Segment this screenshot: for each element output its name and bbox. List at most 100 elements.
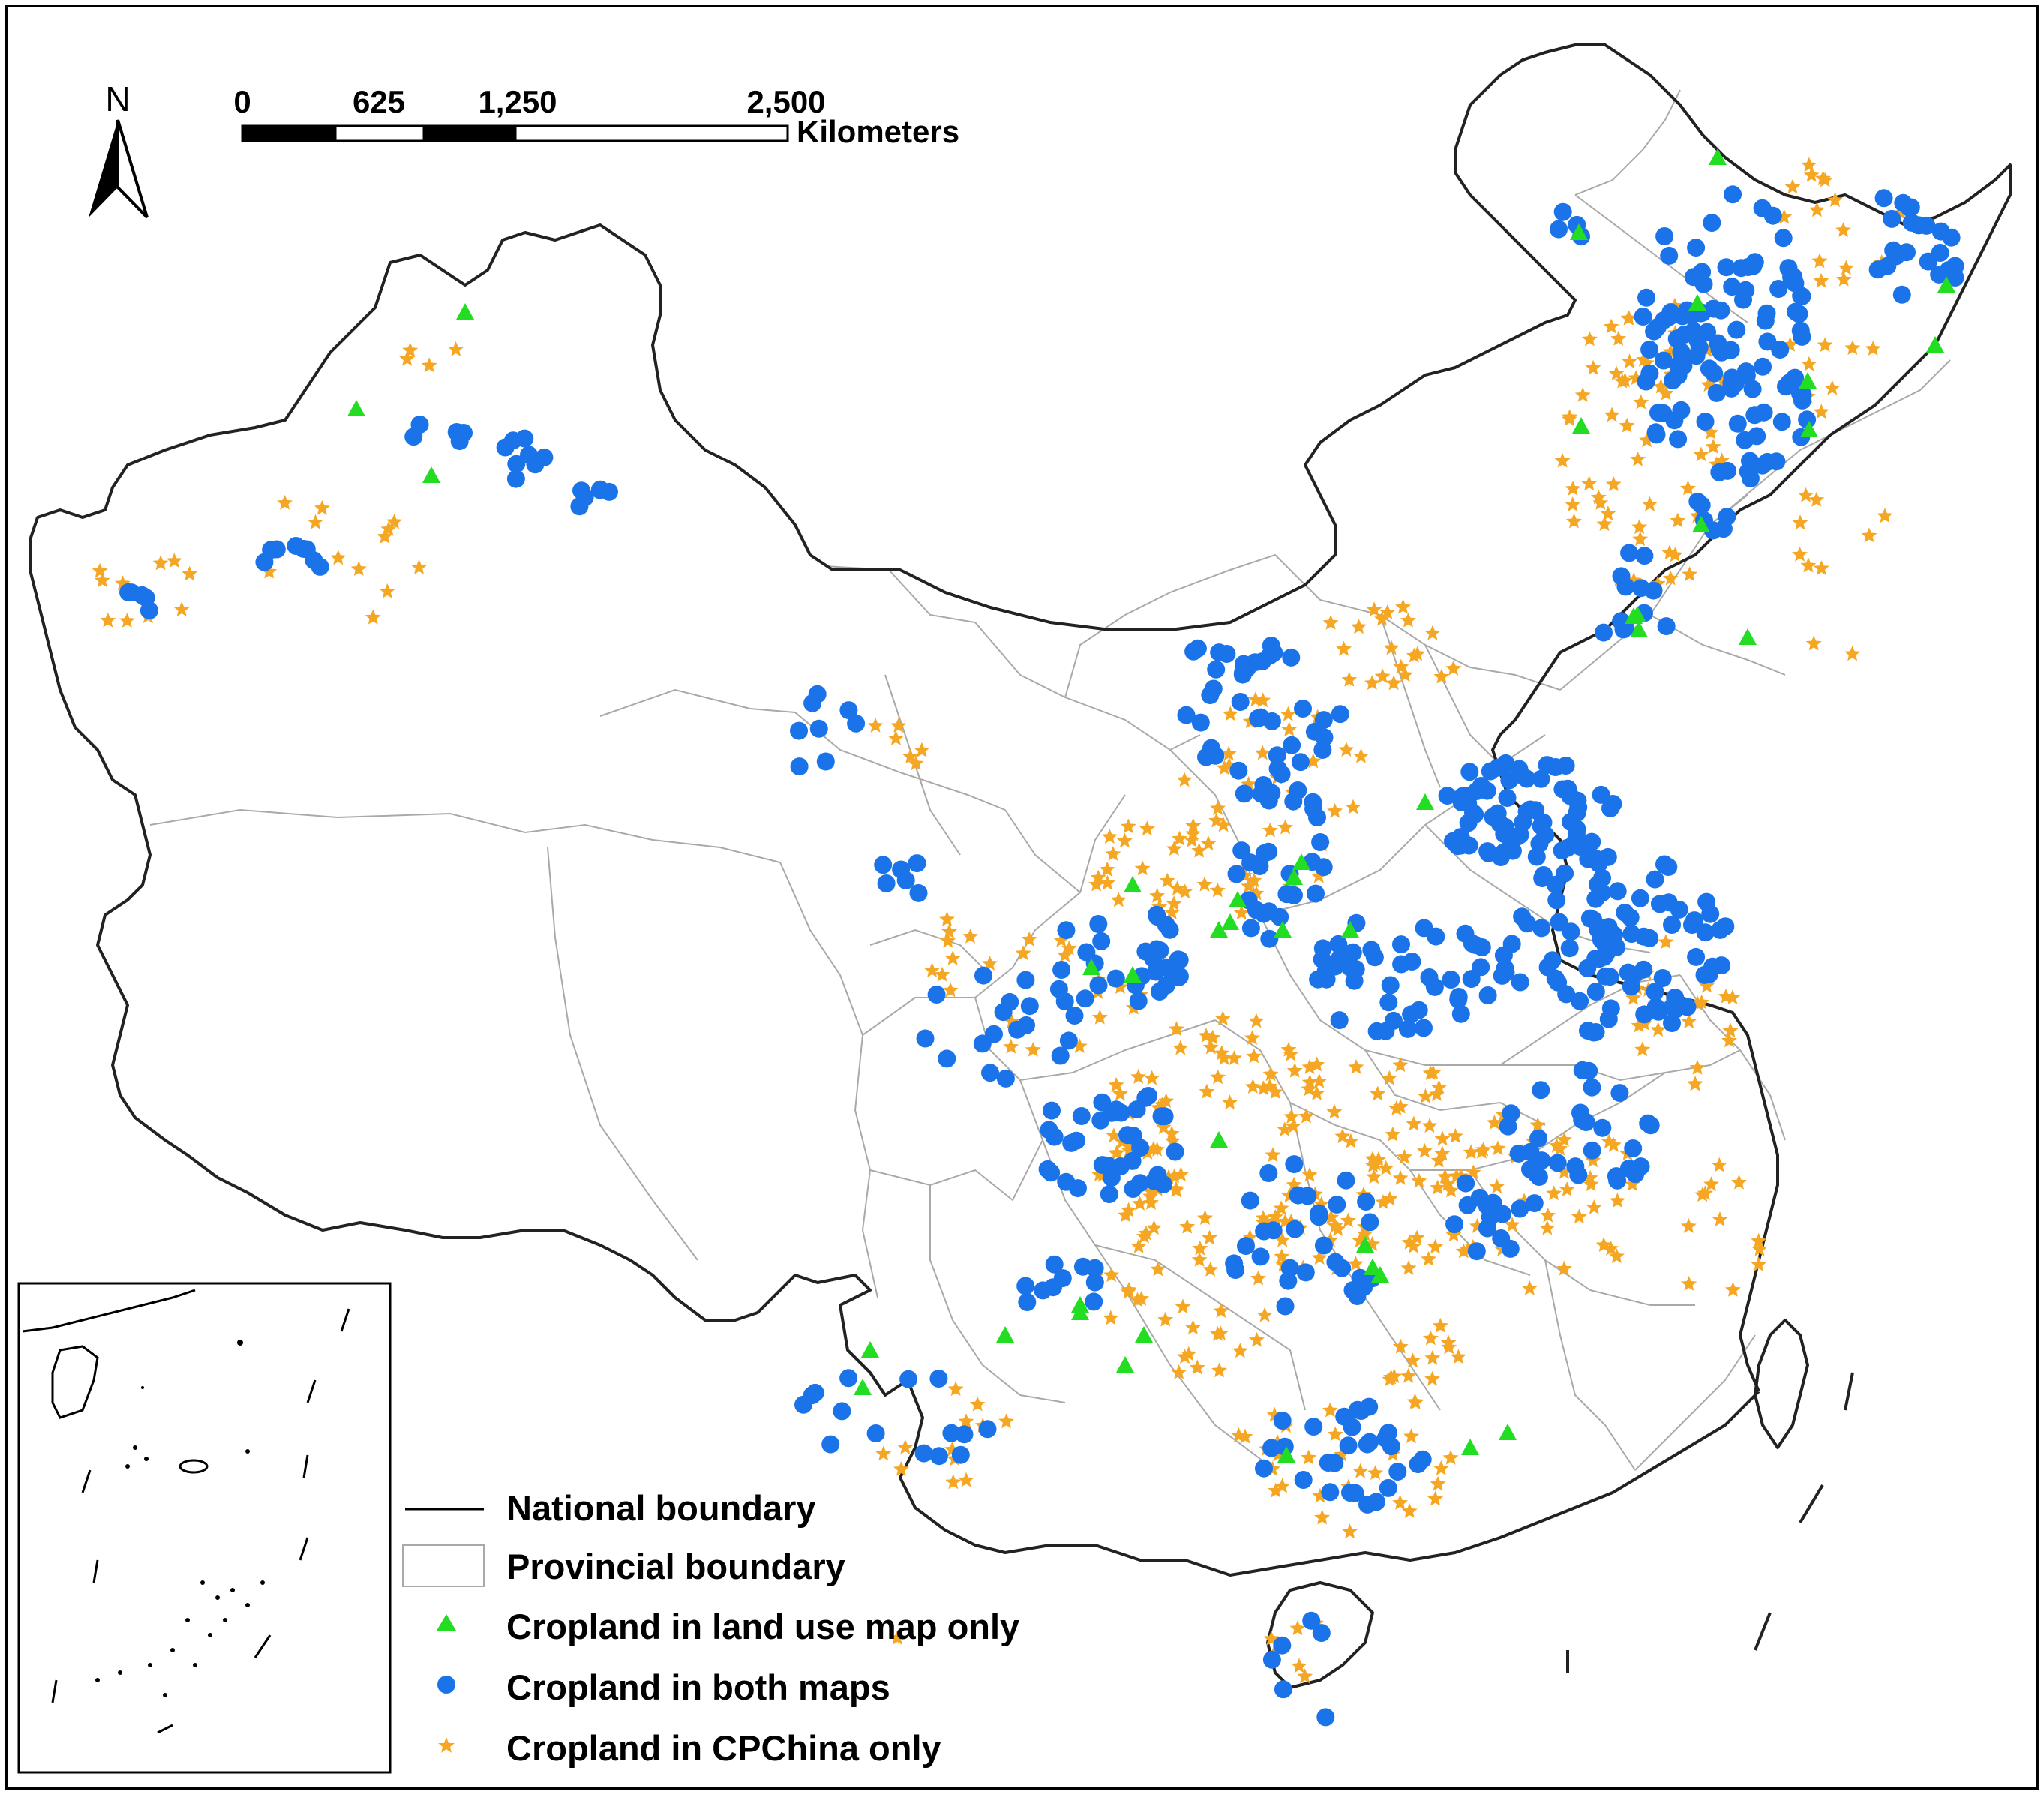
cpchina-only-point xyxy=(1248,1012,1265,1028)
cpchina-only-point xyxy=(1751,1232,1767,1248)
cpchina-only-point xyxy=(1130,1238,1147,1253)
cpchina-only-point xyxy=(1101,829,1118,844)
cpchina-only-point xyxy=(1241,878,1257,893)
cpchina-only-point xyxy=(1108,1076,1124,1092)
cpchina-only-point xyxy=(1343,1132,1359,1148)
cpchina-only-point xyxy=(1634,1041,1651,1057)
cpchina-only-point xyxy=(1191,1251,1208,1267)
both-maps-point xyxy=(1640,928,1659,947)
both-maps-point xyxy=(1779,259,1798,278)
both-maps-point xyxy=(1571,992,1589,1010)
cpchina-only-point xyxy=(1379,604,1396,620)
cpchina-only-point xyxy=(1099,874,1115,890)
both-maps-point xyxy=(929,1447,948,1466)
cpchina-only-point xyxy=(1256,1306,1273,1322)
both-maps-point xyxy=(1268,746,1286,765)
cpchina-only-point xyxy=(1565,481,1581,496)
cpchina-only-point xyxy=(402,342,419,358)
both-maps-point xyxy=(1596,967,1615,986)
cpchina-only-point xyxy=(1609,1192,1625,1208)
cpchina-only-point xyxy=(1540,1207,1556,1222)
cpchina-only-point xyxy=(1548,1137,1565,1153)
both-maps-point xyxy=(1062,1133,1081,1152)
cpchina-only-point xyxy=(1177,1348,1193,1364)
landuse-only-point xyxy=(854,1378,872,1395)
legend-both-symbol xyxy=(437,1676,455,1694)
both-maps-point xyxy=(892,860,911,879)
cpchina-only-point xyxy=(1401,1503,1418,1518)
cpchina-only-point xyxy=(1202,1039,1219,1054)
both-maps-point xyxy=(1556,864,1574,883)
cpchina-only-point xyxy=(1166,896,1182,911)
cpchina-only-point xyxy=(1216,1049,1232,1065)
cpchina-only-point xyxy=(1434,1130,1451,1146)
both-maps-point xyxy=(1123,1151,1142,1170)
cpchina-only-point xyxy=(411,560,427,574)
both-maps-point xyxy=(1478,986,1497,1004)
cpchina-only-point xyxy=(1798,487,1814,502)
both-maps-point xyxy=(1152,1107,1171,1126)
both-maps-point xyxy=(1330,1011,1349,1030)
both-maps-point xyxy=(1008,1020,1027,1039)
cpchina-only-point xyxy=(1211,1362,1228,1378)
both-maps-point xyxy=(1739,462,1757,481)
both-maps-point xyxy=(1883,209,1901,228)
both-maps-point xyxy=(1343,1418,1361,1436)
cpchina-only-point xyxy=(1057,946,1073,962)
both-maps-point xyxy=(1562,922,1580,941)
cpchina-only-point xyxy=(399,350,415,366)
cpchina-only-point xyxy=(1583,1176,1599,1192)
both-maps-point xyxy=(1076,989,1094,1008)
both-maps-point xyxy=(1511,1199,1529,1218)
cpchina-only-point xyxy=(1586,1199,1602,1214)
inset-map xyxy=(17,1282,392,1774)
cpchina-only-point xyxy=(1400,1260,1417,1275)
both-maps-point xyxy=(1573,1060,1592,1079)
both-maps-point xyxy=(1089,915,1108,933)
cpchina-only-point xyxy=(1421,1118,1438,1133)
cpchina-only-point xyxy=(1232,1342,1248,1358)
both-maps-point xyxy=(1669,430,1688,448)
cpchina-only-point xyxy=(1130,1069,1147,1084)
both-maps-point xyxy=(1931,244,1949,262)
cpchina-only-point xyxy=(1327,1217,1343,1233)
both-maps-point xyxy=(1710,463,1729,482)
both-maps-point xyxy=(1556,757,1575,775)
cpchina-only-point xyxy=(1327,1426,1343,1442)
both-maps-point xyxy=(1578,958,1597,977)
both-maps-point xyxy=(1255,1222,1274,1240)
both-maps-point xyxy=(790,722,808,740)
cpchina-only-point xyxy=(1015,945,1031,961)
both-maps-point xyxy=(1384,1011,1403,1030)
both-maps-point xyxy=(794,1395,812,1414)
both-maps-point xyxy=(1166,1142,1184,1161)
cpchina-only-point xyxy=(1784,178,1801,194)
landuse-only-point xyxy=(1739,628,1757,645)
cpchina-only-point xyxy=(1393,658,1409,674)
both-maps-point xyxy=(1498,789,1517,807)
both-maps-point xyxy=(504,431,522,450)
both-maps-point xyxy=(1616,578,1635,596)
cpchina-only-point xyxy=(1327,802,1343,818)
cpchina-only-point xyxy=(1445,1226,1462,1242)
cpchina-only-point xyxy=(939,911,955,926)
both-maps-point xyxy=(808,685,827,704)
landuse-only-point xyxy=(1416,794,1434,810)
cpchina-only-point xyxy=(1424,1349,1441,1365)
cpchina-only-point xyxy=(350,561,367,576)
both-maps-point xyxy=(1276,1297,1295,1316)
landuse-only-point xyxy=(1926,336,1944,352)
cpchina-only-point xyxy=(1297,1668,1313,1684)
both-maps-point xyxy=(1553,202,1572,221)
cpchina-only-point xyxy=(1222,1094,1238,1110)
cpchina-only-point xyxy=(1625,989,1641,1005)
cpchina-only-point xyxy=(1348,1059,1364,1074)
both-maps-point xyxy=(1241,919,1260,938)
both-maps-point xyxy=(1106,969,1125,988)
both-maps-point xyxy=(1379,993,1398,1012)
both-maps-point xyxy=(1379,1478,1397,1497)
both-maps-point xyxy=(447,423,466,441)
cpchina-only-point xyxy=(1610,330,1627,346)
cpchina-only-point xyxy=(1121,1202,1137,1217)
scale-bar: 0 625 1,250 2,500 Kilometers xyxy=(233,84,959,149)
